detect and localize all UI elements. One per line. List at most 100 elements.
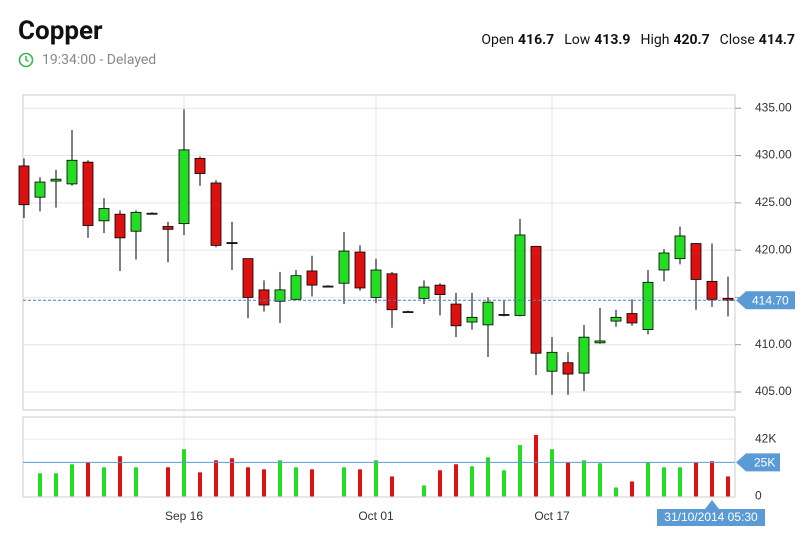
candle-body	[210, 182, 222, 246]
volume-bar	[694, 462, 698, 497]
volume-bar	[342, 467, 346, 497]
quote-summary: Open 416.7 Low 413.9 High 420.7 Close 414.7	[481, 32, 795, 48]
volume-bar	[70, 464, 74, 497]
volume-bar	[582, 460, 586, 497]
candle-body	[66, 159, 78, 185]
timestamp: 19:34:00 - Delayed	[42, 52, 157, 68]
crosshair-marker	[657, 500, 765, 526]
candle-body	[610, 316, 622, 322]
candle-body	[242, 258, 254, 298]
candle-body	[418, 286, 430, 299]
volume-bar	[358, 469, 362, 497]
volume-bar	[710, 461, 714, 497]
candle-body	[130, 211, 142, 232]
candle-body	[226, 242, 238, 244]
candle-body	[594, 340, 606, 344]
y-tick-label: 0	[755, 489, 762, 503]
candle-body	[514, 234, 526, 316]
candle-body	[258, 289, 270, 306]
quote-value: 413.9	[594, 32, 631, 48]
volume-bar	[630, 481, 634, 497]
candle-body	[114, 213, 126, 239]
candle-body	[482, 301, 494, 326]
candle-body	[498, 314, 510, 316]
volume-bar	[438, 470, 442, 497]
quote-item: Low 413.9	[564, 32, 630, 48]
y-tick-label: 435.00	[755, 100, 792, 114]
clock-icon	[18, 52, 34, 68]
candle-body	[306, 270, 318, 286]
candle-body	[98, 208, 110, 222]
volume-reference-marker	[736, 453, 780, 472]
volume-bar	[486, 457, 490, 497]
volume-bar	[294, 467, 298, 497]
candle-body	[690, 243, 702, 280]
x-tick-label: Oct 01	[358, 509, 394, 523]
volume-bar	[614, 487, 618, 497]
volume-bar	[118, 456, 122, 497]
x-tick-label: Sep 16	[165, 509, 203, 523]
quote-value: 414.7	[758, 32, 795, 48]
candle-body	[82, 161, 94, 226]
volume-bar	[38, 473, 42, 497]
candle-body	[434, 284, 446, 295]
candle-body	[178, 149, 190, 225]
volume-bar	[454, 464, 458, 497]
candle-body	[562, 362, 574, 375]
candle-body	[578, 336, 590, 374]
quote-value: 416.7	[518, 32, 555, 48]
candle-body	[290, 275, 302, 300]
header: Copper 19:34:00 - Delayed Open 416.7 Low 41…	[0, 0, 811, 80]
candle-body	[626, 313, 638, 324]
volume-bar	[230, 458, 234, 497]
y-tick-label: 405.00	[755, 384, 792, 398]
volume-bar	[678, 467, 682, 497]
volume-reference-label: 25K	[754, 456, 775, 470]
candle-body	[450, 303, 462, 327]
y-tick-label: 42K	[755, 431, 776, 445]
volume-bar	[182, 449, 186, 497]
volume-bar	[102, 467, 106, 497]
y-tick-label: 410.00	[755, 337, 792, 351]
candle-body	[50, 178, 62, 182]
candle-body	[18, 165, 30, 206]
volume-bar	[598, 463, 602, 497]
candle-body	[194, 157, 206, 174]
current-price-marker	[736, 291, 795, 310]
volume-bar	[726, 476, 730, 497]
volume-bar	[166, 467, 170, 497]
instrument-title: Copper	[18, 16, 103, 46]
candle-body	[354, 251, 366, 289]
volume-bar	[134, 467, 138, 497]
volume-bar	[310, 469, 314, 497]
candle-body	[706, 280, 718, 300]
candle-body	[546, 351, 558, 372]
candle-body	[338, 250, 350, 284]
candle-body	[146, 212, 158, 215]
quote-label: High	[640, 32, 670, 48]
quote-label: Close	[719, 32, 755, 48]
candle-body	[658, 252, 670, 271]
candle-body	[370, 269, 382, 298]
quote-item: Open 416.7	[481, 32, 554, 48]
volume-bar	[566, 462, 570, 497]
candle-body	[674, 235, 686, 260]
quote-item: Close 414.7	[720, 32, 795, 48]
volume-bar	[550, 449, 554, 497]
candle-body	[34, 181, 46, 198]
candle-body	[402, 311, 414, 314]
y-tick-label: 425.00	[755, 195, 792, 209]
volume-bar	[646, 462, 650, 497]
quote-label: Low	[564, 32, 591, 48]
volume-bar	[374, 460, 378, 497]
volume-bar	[534, 435, 538, 497]
quote-label: Open	[481, 32, 515, 48]
volume-bar	[422, 485, 426, 497]
crosshair-label: 31/10/2014 05:30	[664, 510, 758, 524]
candle-body	[322, 285, 334, 288]
volume-panel	[22, 416, 736, 498]
current-price-label: 414.70	[752, 293, 789, 307]
volume-bar	[198, 472, 202, 497]
